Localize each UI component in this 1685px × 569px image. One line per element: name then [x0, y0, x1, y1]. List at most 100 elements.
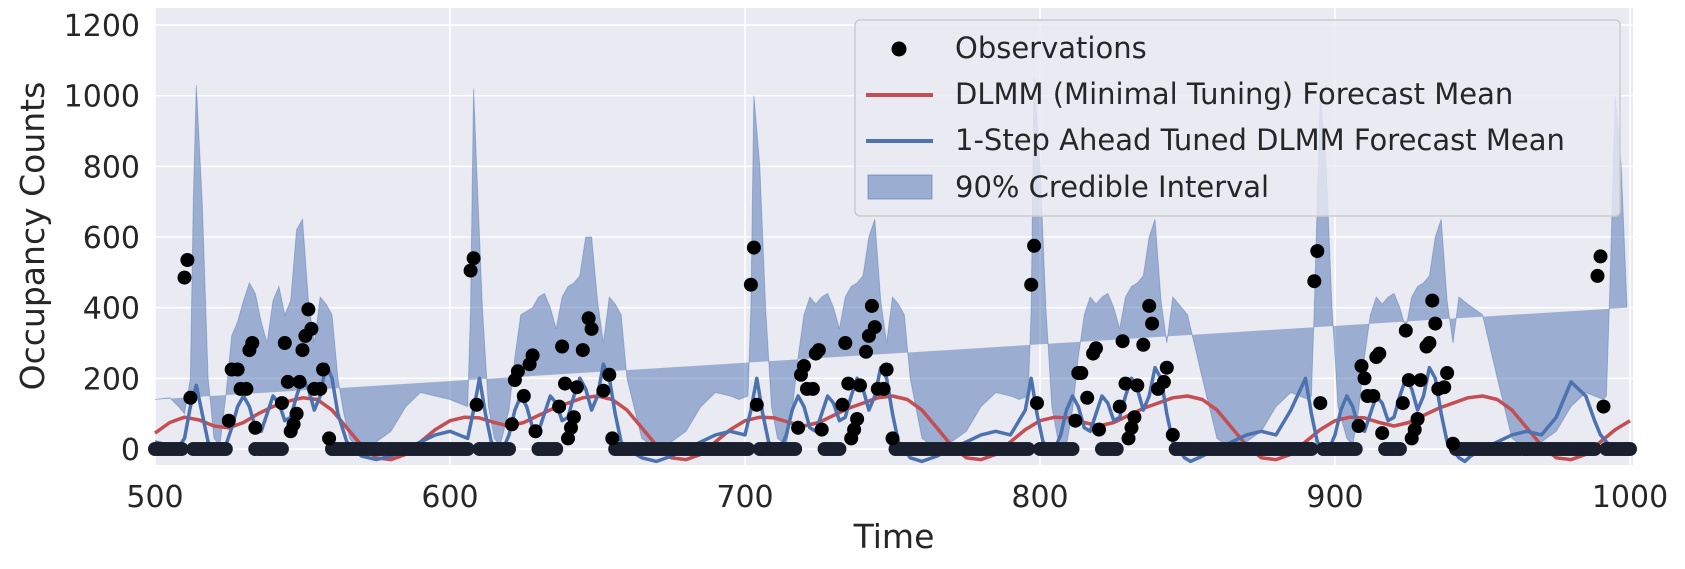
observation-point — [566, 410, 581, 425]
observation-point — [605, 431, 620, 446]
y-tick-label: 800 — [83, 150, 140, 185]
observation-point — [596, 383, 611, 398]
observation-point — [1310, 244, 1325, 259]
observation-point — [280, 374, 295, 389]
observation-point — [1136, 337, 1151, 352]
observation-point — [811, 343, 826, 358]
y-tick-label: 200 — [83, 362, 140, 397]
observation-point — [274, 396, 289, 411]
observation-point — [1392, 442, 1407, 456]
observation-point — [853, 378, 867, 393]
observation-point — [788, 442, 803, 456]
observation-point — [1068, 413, 1083, 428]
observation-point — [1021, 442, 1036, 456]
observation-point — [301, 302, 316, 317]
observation-point — [1121, 431, 1136, 446]
observation-point — [743, 277, 758, 292]
observation-point — [1413, 373, 1428, 388]
observation-point — [304, 321, 319, 336]
legend-observations-label: Observations — [955, 31, 1147, 65]
y-tick-label: 1000 — [64, 80, 140, 115]
observation-point — [835, 397, 850, 412]
legend-observations-marker — [891, 41, 907, 57]
y-tick-label: 600 — [83, 221, 140, 256]
observation-point — [1623, 442, 1637, 456]
observation-point — [879, 362, 894, 377]
observation-point — [838, 336, 853, 350]
observation-point — [1395, 396, 1410, 411]
observation-point — [322, 431, 337, 446]
observation-point — [1080, 390, 1095, 405]
observation-point — [239, 381, 254, 396]
observation-point — [502, 442, 516, 456]
observation-point — [469, 397, 484, 412]
observation-point — [791, 420, 806, 435]
observation-point — [295, 343, 310, 358]
observation-point — [1115, 334, 1130, 349]
observation-point — [1372, 346, 1387, 361]
observation-point — [230, 362, 245, 377]
observation-point — [274, 442, 289, 456]
observation-point — [1398, 323, 1413, 338]
axis-ticks: 0 200 400 600 800 1000 1200 500 600 700 800 900 1000 — [64, 9, 1669, 515]
y-axis-label: Occupancy Counts — [13, 82, 52, 391]
observation-point — [1313, 396, 1328, 411]
observation-point — [549, 442, 564, 456]
observation-point — [1065, 442, 1080, 456]
observation-point — [1074, 366, 1089, 380]
observation-point — [289, 406, 304, 421]
observation-point — [1440, 366, 1455, 380]
observation-point — [1130, 378, 1145, 393]
observation-point — [286, 417, 301, 432]
observation-point — [746, 240, 761, 255]
observation-point — [741, 442, 755, 456]
observation-point — [864, 298, 879, 313]
observation-point — [1027, 238, 1042, 253]
observation-point — [1159, 360, 1174, 375]
observation-point — [510, 364, 525, 379]
observation-point — [841, 376, 856, 391]
observation-point — [1437, 380, 1452, 395]
observation-point — [1401, 373, 1416, 388]
observation-point — [1422, 336, 1437, 350]
observation-point — [1410, 412, 1425, 426]
observation-point — [564, 420, 578, 435]
observation-point — [1593, 249, 1608, 264]
observation-point — [466, 251, 481, 266]
observation-point — [1354, 359, 1369, 373]
x-tick-label: 600 — [421, 480, 478, 515]
observation-point — [1375, 426, 1390, 441]
observation-point — [1407, 422, 1422, 437]
observation-point — [248, 420, 263, 435]
observation-point — [1587, 442, 1602, 456]
observation-point — [797, 359, 811, 373]
observation-point — [177, 270, 192, 285]
observation-point — [525, 348, 540, 363]
observation-point — [1145, 316, 1160, 331]
x-tick-label: 500 — [126, 480, 183, 515]
observation-point — [1089, 341, 1103, 356]
legend-interval-swatch — [867, 174, 933, 200]
observation-point — [602, 367, 617, 382]
observation-point — [316, 362, 331, 377]
minimal-tuning-forecast-line — [153, 394, 1631, 462]
observation-point — [1596, 399, 1611, 414]
x-tick-label: 1000 — [1592, 480, 1668, 515]
observation-point — [561, 431, 575, 446]
legend: Observations DLMM (Minimal Tuning) Forec… — [854, 19, 1621, 217]
observation-point — [174, 442, 189, 456]
observation-point — [569, 380, 584, 395]
observation-point — [180, 253, 195, 267]
observation-point — [552, 399, 567, 414]
observation-point — [1165, 427, 1180, 442]
x-tick-label: 800 — [1011, 480, 1068, 515]
observation-point — [1351, 419, 1366, 433]
observation-point — [885, 431, 900, 446]
observation-point — [1446, 436, 1460, 451]
observation-point — [1109, 442, 1124, 456]
observation-point — [528, 424, 543, 439]
observation-point — [584, 321, 599, 336]
legend-interval-label: 90% Credible Interval — [955, 170, 1269, 204]
